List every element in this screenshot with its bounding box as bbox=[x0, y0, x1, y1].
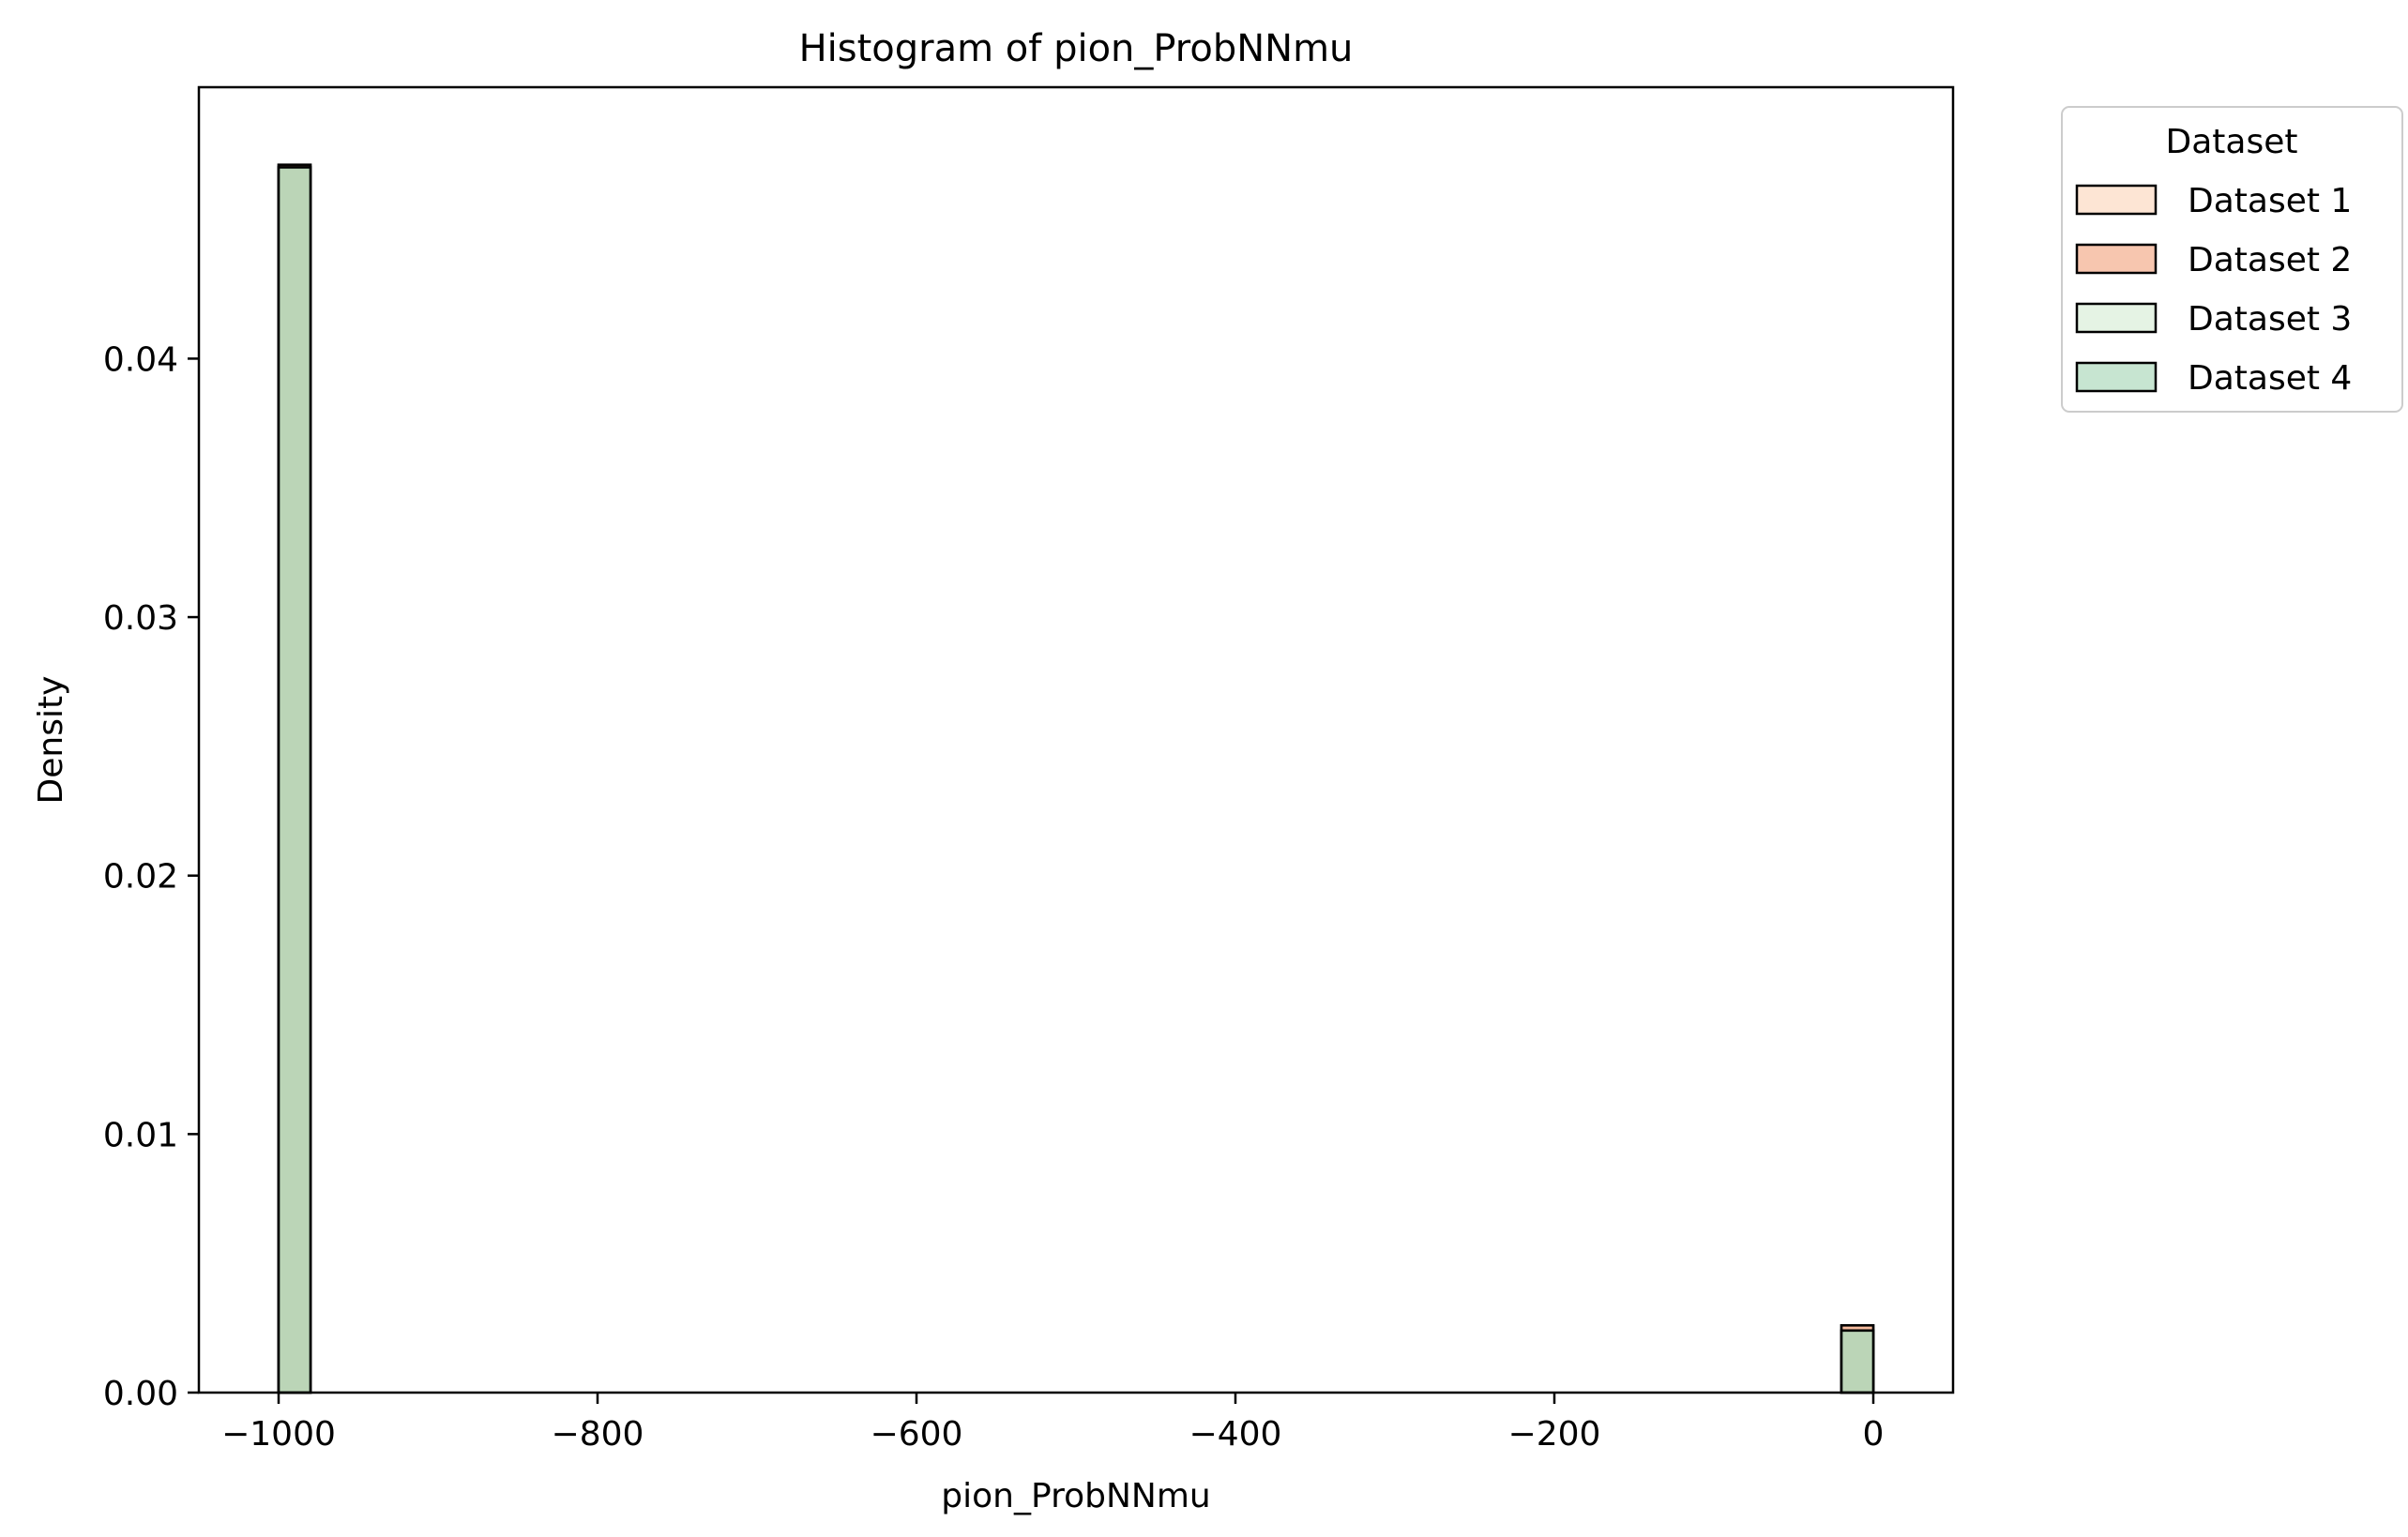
histogram-bar bbox=[1840, 1329, 1875, 1394]
legend-label: Dataset 4 bbox=[2188, 359, 2352, 398]
legend-swatch bbox=[2075, 243, 2158, 275]
y-axis-ticks: 0.00 0.01 0.02 0.03 0.04 bbox=[103, 340, 199, 1413]
legend-title: Dataset bbox=[2166, 123, 2298, 161]
x-tick-label: 0 bbox=[1863, 1415, 1885, 1454]
histogram-bar bbox=[277, 166, 312, 1394]
legend-label: Dataset 3 bbox=[2188, 300, 2352, 339]
legend-swatch bbox=[2075, 184, 2158, 216]
y-tick-label: 0.01 bbox=[103, 1116, 178, 1154]
legend-label: Dataset 2 bbox=[2188, 241, 2352, 279]
x-tick-label: −200 bbox=[1508, 1415, 1601, 1454]
y-tick-label: 0.04 bbox=[103, 340, 178, 379]
x-axis-label: pion_ProbNNmu bbox=[941, 1477, 1210, 1515]
x-tick-label: −400 bbox=[1189, 1415, 1282, 1454]
chart-title: Histogram of pion_ProbNNmu bbox=[799, 27, 1354, 70]
legend-frame bbox=[2061, 106, 2403, 413]
legend-label: Dataset 1 bbox=[2188, 182, 2352, 220]
plot-frame bbox=[197, 85, 1955, 1394]
x-tick-label: −800 bbox=[552, 1415, 644, 1454]
x-tick-label: −1000 bbox=[221, 1415, 336, 1454]
legend-swatch bbox=[2075, 361, 2158, 393]
x-tick-label: −600 bbox=[871, 1415, 963, 1454]
x-axis-ticks: −1000 −800 −600 −400 −200 0 bbox=[221, 1393, 1884, 1454]
y-tick-label: 0.03 bbox=[103, 599, 178, 638]
y-axis-label: Density bbox=[32, 676, 70, 805]
bars-layer bbox=[277, 163, 1875, 1394]
y-tick-label: 0.02 bbox=[103, 858, 178, 897]
legend-items: Dataset 1 Dataset 2 Dataset 3 Dataset 4 bbox=[2075, 182, 2352, 398]
legend-swatch bbox=[2075, 302, 2158, 334]
y-tick-label: 0.00 bbox=[103, 1375, 178, 1413]
